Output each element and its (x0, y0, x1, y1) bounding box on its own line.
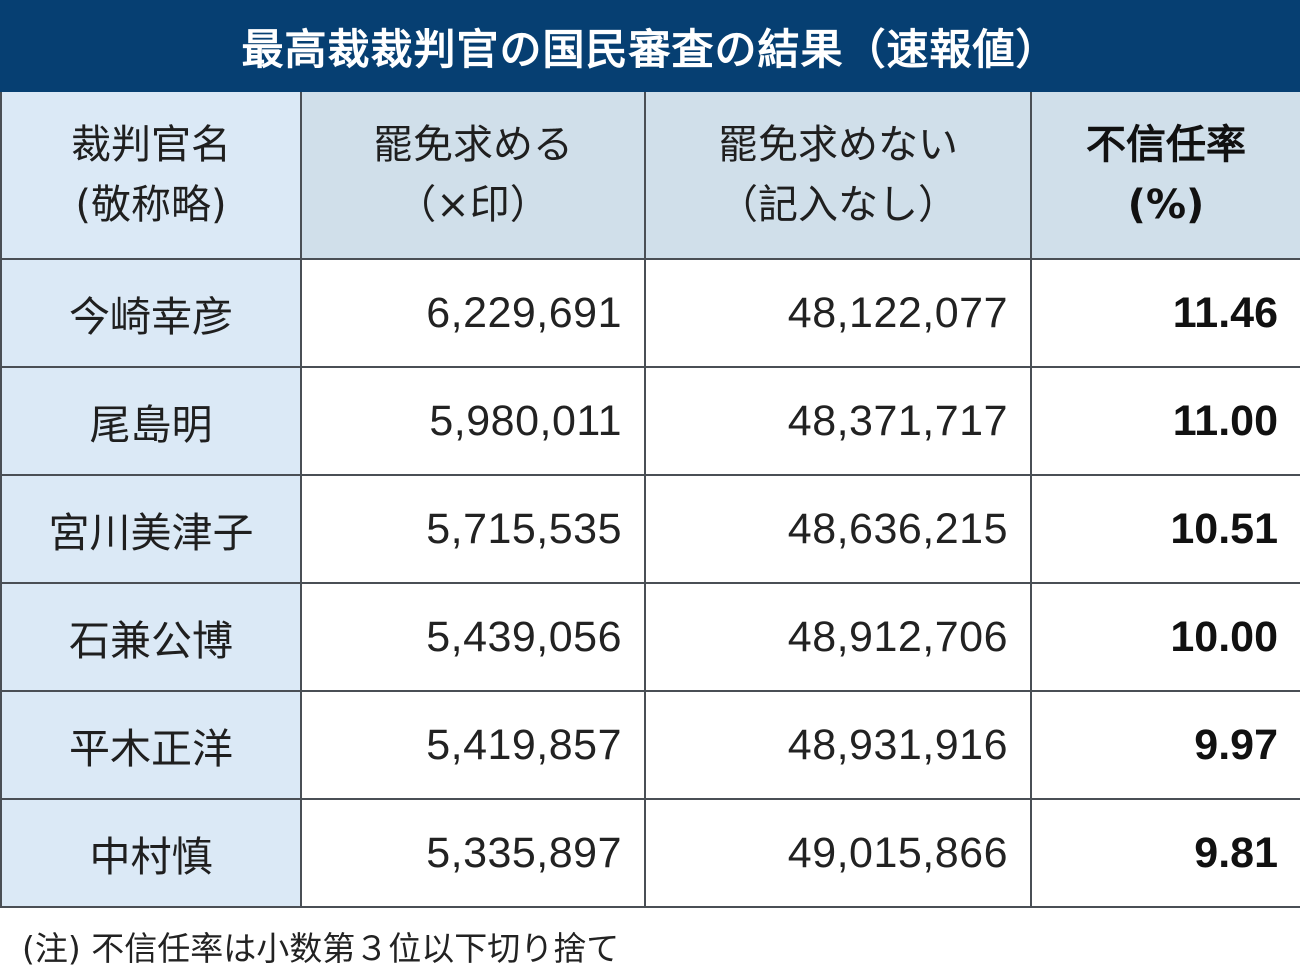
retain-votes: 49,015,866 (644, 798, 1032, 908)
table-row: 石兼公博 5,439,056 48,912,706 10.00 (0, 582, 1300, 692)
header-dismiss: 罷免求める （×印） (300, 92, 646, 260)
dismiss-votes: 5,419,857 (300, 690, 646, 800)
judge-name: 中村慎 (0, 798, 302, 908)
header-judge-name: 裁判官名 (敬称略) (0, 92, 302, 260)
table-row: 今崎幸彦 6,229,691 48,122,077 11.46 (0, 258, 1300, 368)
header-sublabel: （記入なし） (718, 182, 958, 228)
distrust-rate: 11.00 (1030, 366, 1300, 476)
dismiss-votes: 5,335,897 (300, 798, 646, 908)
judge-name: 宮川美津子 (0, 474, 302, 584)
results-table: 裁判官名 (敬称略) 罷免求める （×印） 罷免求めない （記入なし） 不信任率… (0, 92, 1300, 908)
distrust-rate: 11.46 (1030, 258, 1300, 368)
table-row: 平木正洋 5,419,857 48,931,916 9.97 (0, 690, 1300, 800)
dismiss-votes: 6,229,691 (300, 258, 646, 368)
retain-votes: 48,371,717 (644, 366, 1032, 476)
judge-name: 今崎幸彦 (0, 258, 302, 368)
table-row: 尾島明 5,980,011 48,371,717 11.00 (0, 366, 1300, 476)
header-sublabel: (%) (1127, 182, 1205, 228)
header-retain: 罷免求めない （記入なし） (644, 92, 1032, 260)
table-row: 宮川美津子 5,715,535 48,636,215 10.51 (0, 474, 1300, 584)
header-row: 裁判官名 (敬称略) 罷免求める （×印） 罷免求めない （記入なし） 不信任率… (0, 92, 1300, 260)
distrust-rate: 9.97 (1030, 690, 1300, 800)
header-distrust-rate: 不信任率 (%) (1030, 92, 1300, 260)
judge-name: 平木正洋 (0, 690, 302, 800)
distrust-rate: 10.00 (1030, 582, 1300, 692)
retain-votes: 48,931,916 (644, 690, 1032, 800)
header-label: 裁判官名 (71, 122, 231, 168)
judge-name: 尾島明 (0, 366, 302, 476)
dismiss-votes: 5,439,056 (300, 582, 646, 692)
dismiss-votes: 5,715,535 (300, 474, 646, 584)
header-sublabel: （×印） (396, 182, 550, 228)
header-label: 不信任率 (1086, 122, 1246, 168)
table-title: 最高裁裁判官の国民審査の結果（速報値） (0, 0, 1300, 92)
distrust-rate: 10.51 (1030, 474, 1300, 584)
header-sublabel: (敬称略) (75, 182, 227, 228)
retain-votes: 48,122,077 (644, 258, 1032, 368)
header-label: 罷免求めない (718, 122, 958, 168)
dismiss-votes: 5,980,011 (300, 366, 646, 476)
table-row: 中村慎 5,335,897 49,015,866 9.81 (0, 798, 1300, 908)
footnote: (注) 不信任率は小数第３位以下切り捨て (22, 929, 620, 968)
retain-votes: 48,636,215 (644, 474, 1032, 584)
header-label: 罷免求める (373, 122, 573, 168)
retain-votes: 48,912,706 (644, 582, 1032, 692)
distrust-rate: 9.81 (1030, 798, 1300, 908)
judge-name: 石兼公博 (0, 582, 302, 692)
